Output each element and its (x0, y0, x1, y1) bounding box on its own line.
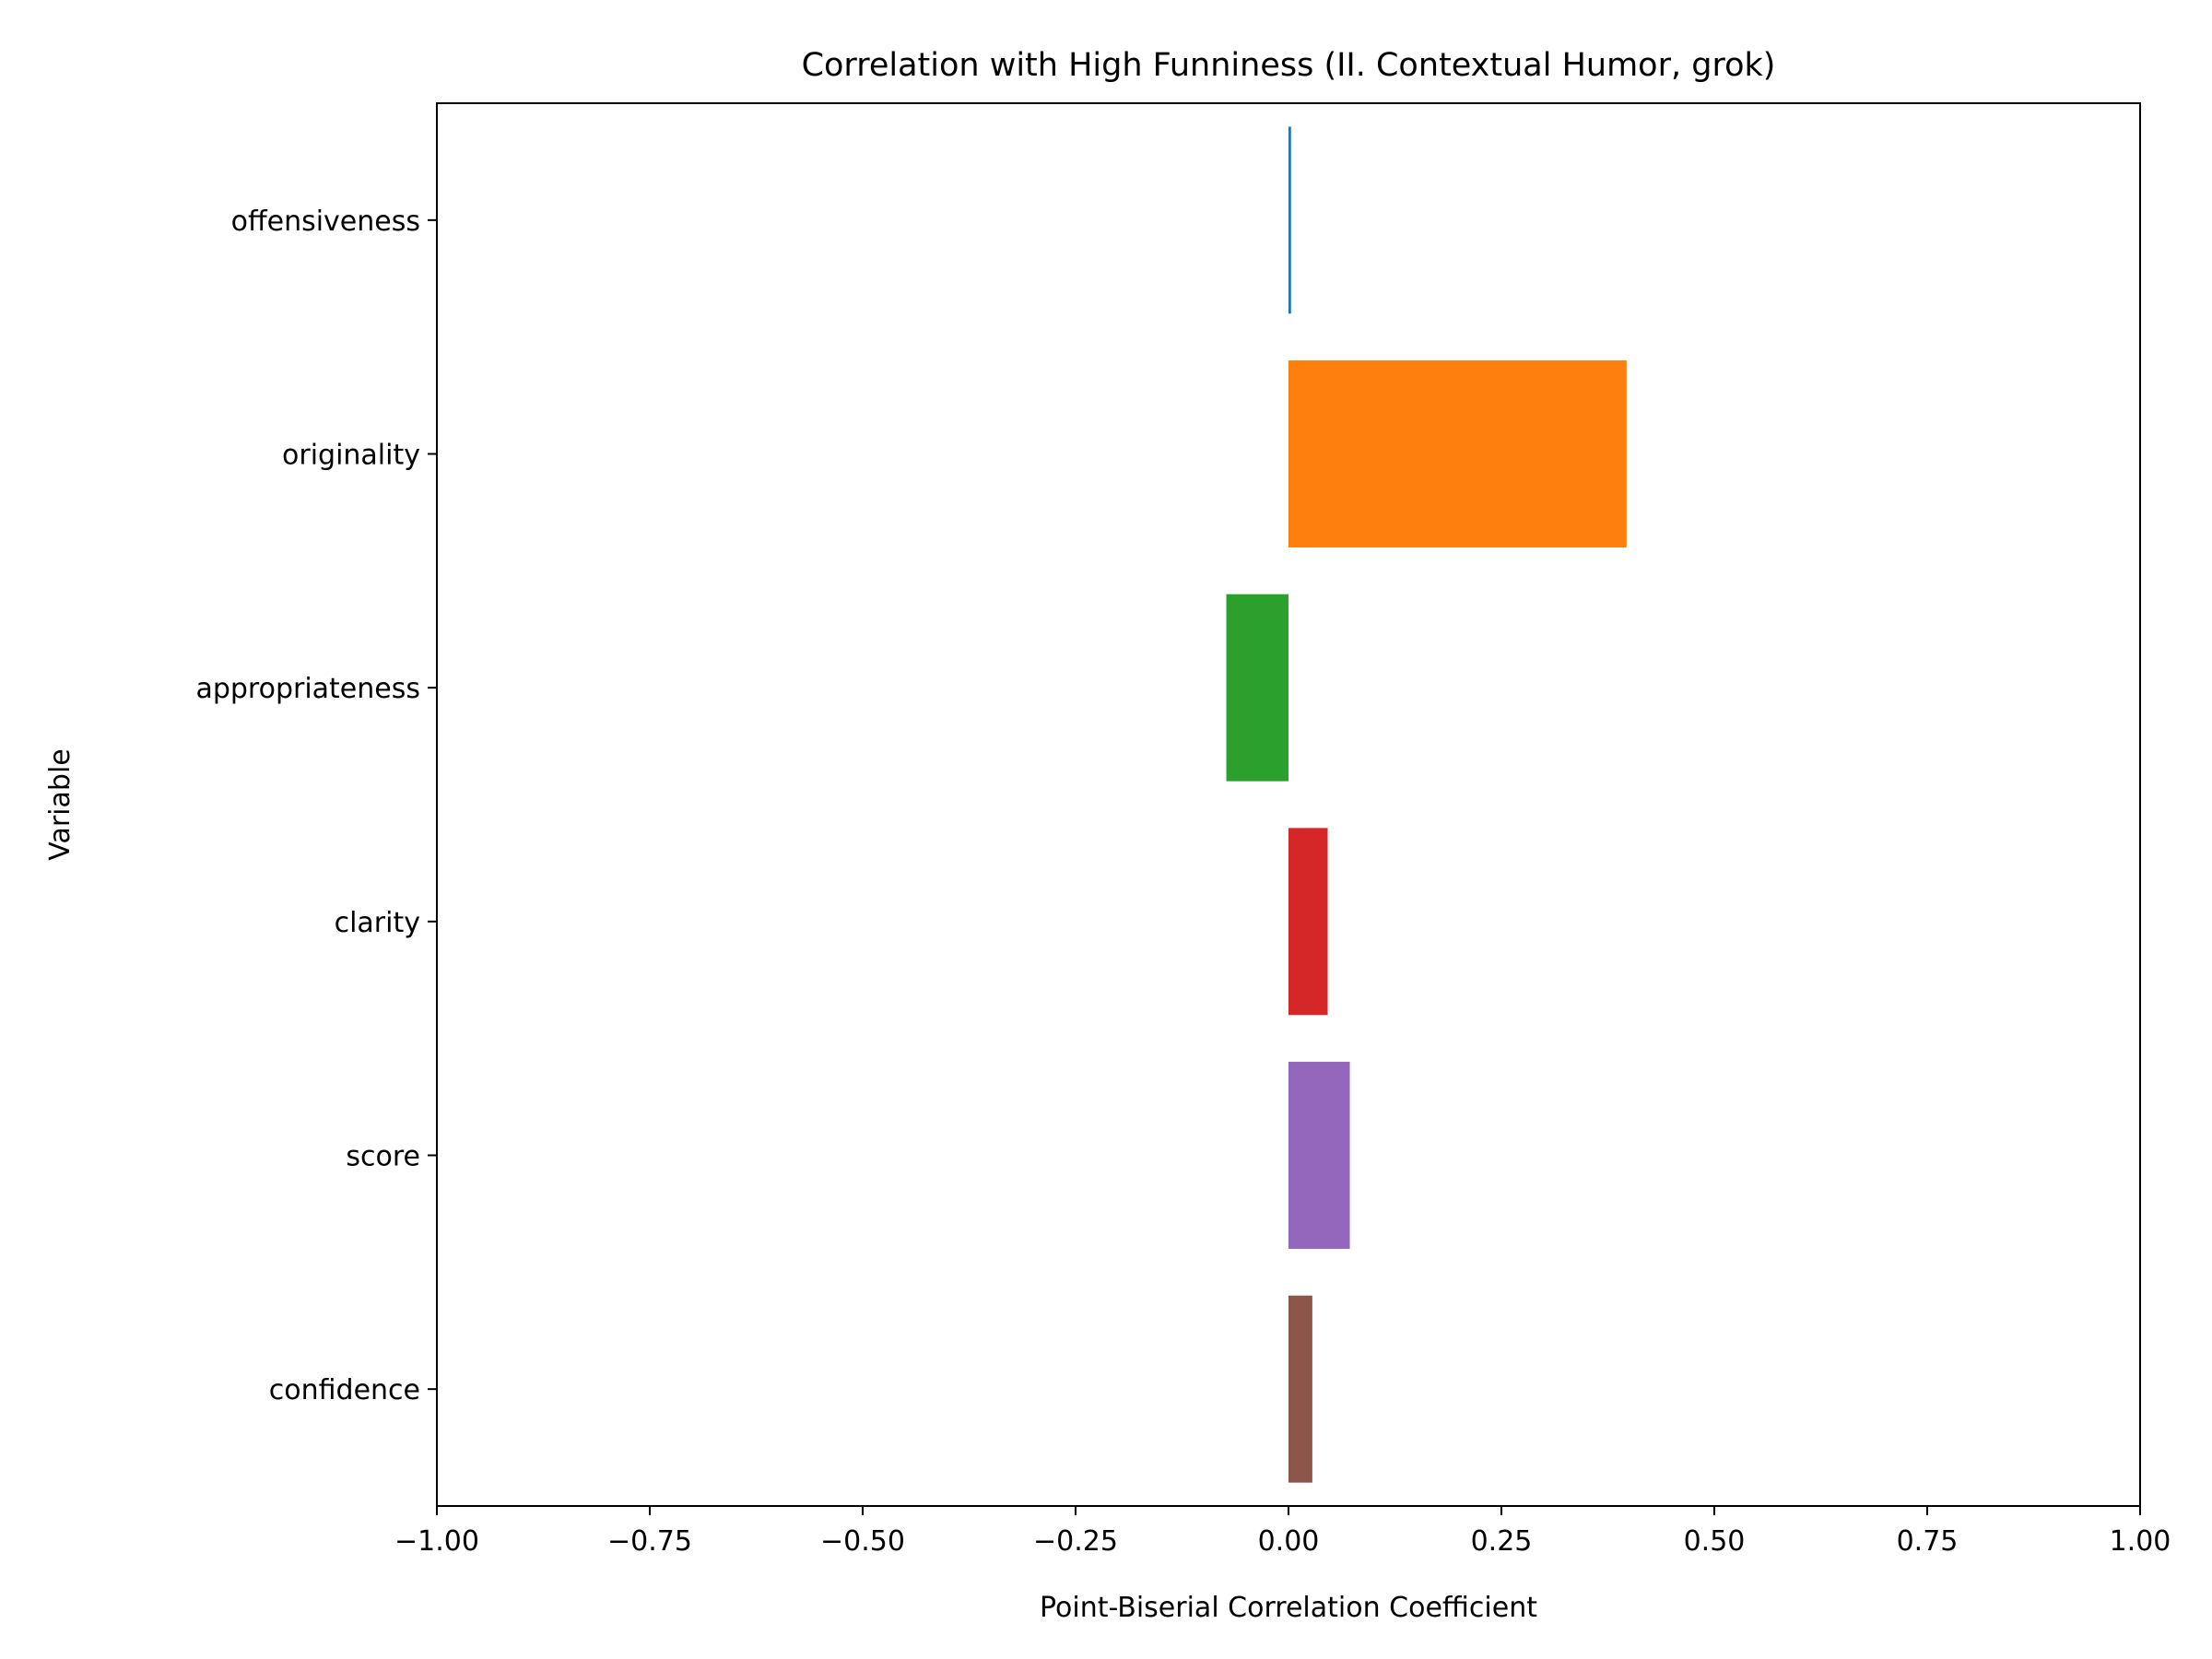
y-tick-label-offensiveness: offensiveness (231, 206, 420, 238)
bar-offensiveness (1288, 126, 1291, 314)
bar-score (1288, 1062, 1350, 1249)
y-tick-label-originality: originality (282, 440, 420, 472)
y-tick-label-appropriateness: appropriateness (195, 673, 420, 705)
y-axis-label: Variable (44, 748, 76, 860)
chart-title: Correlation with High Funniness (II. Con… (802, 47, 1776, 84)
x-tick-label: 1.00 (2110, 1525, 2171, 1558)
x-tick-label: −0.75 (607, 1525, 692, 1558)
bars-layer (1226, 126, 1627, 1483)
bar-appropriateness (1226, 594, 1288, 782)
x-tick-label: −0.25 (1033, 1525, 1118, 1558)
x-tick-label: 0.75 (1897, 1525, 1959, 1558)
x-axis: −1.00 −0.75 −0.50 −0.25 0.00 0.25 0.50 0.75 1.00 (394, 1506, 2171, 1558)
bar-originality (1288, 360, 1627, 547)
y-axis: offensiveness originality appropriateness c… (195, 206, 437, 1406)
x-tick-label: −0.50 (820, 1525, 905, 1558)
x-tick-label: 0.25 (1471, 1525, 1533, 1558)
bar-confidence (1288, 1295, 1312, 1483)
y-tick-label-score: score (346, 1141, 420, 1173)
x-tick-label: −1.00 (394, 1525, 479, 1558)
plot-frame (436, 102, 2141, 1507)
y-tick-label-clarity: clarity (335, 907, 420, 939)
x-tick-label: 0.00 (1258, 1525, 1320, 1558)
x-axis-label: Point-Biserial Correlation Coefficient (1040, 1592, 1537, 1624)
x-tick-label: 0.50 (1684, 1525, 1746, 1558)
y-tick-label-confidence: confidence (269, 1374, 420, 1406)
bar-clarity (1288, 828, 1328, 1016)
